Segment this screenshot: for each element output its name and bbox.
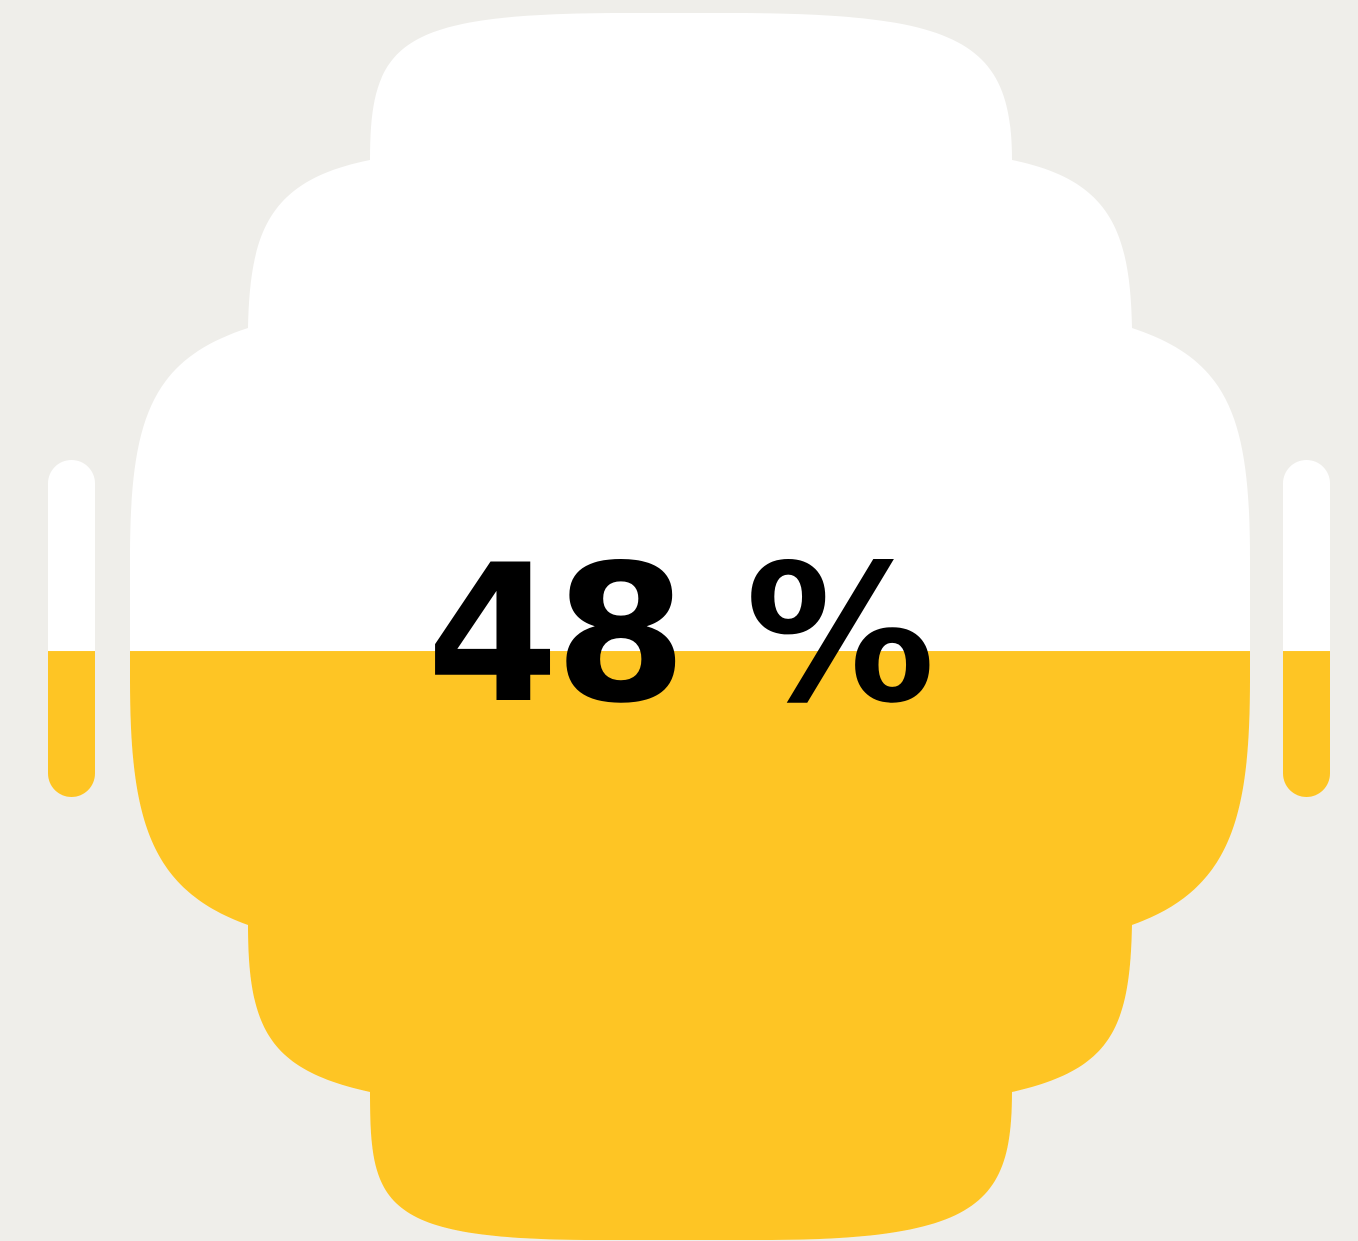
left-side-tab xyxy=(48,460,95,797)
right-tab-fill xyxy=(1283,651,1330,797)
left-tab-fill xyxy=(48,651,95,797)
battery-percentage-label: 48 % xyxy=(426,524,936,745)
right-side-tab xyxy=(1283,460,1330,797)
